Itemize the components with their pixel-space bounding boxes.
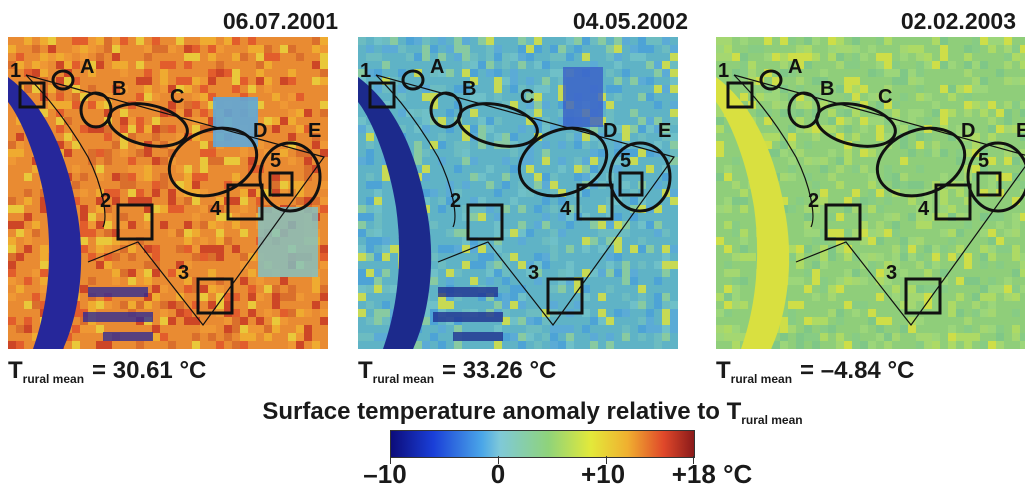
region-ellipse-E [608,141,672,213]
region-ellipse-label: B [820,78,834,100]
region-square-label: 3 [528,262,539,284]
region-ellipse-E [258,141,322,213]
region-square-3 [904,277,942,315]
region-ellipse-D [167,126,259,198]
panel-date: 06.07.2001 [222,8,338,34]
region-square-4 [934,183,972,221]
region-square-label: 4 [918,198,930,220]
region-ellipse-label: A [430,56,444,78]
region-square-label: 4 [210,198,222,220]
region-ellipse-label: C [520,86,534,108]
region-square-label: 2 [450,190,461,212]
colorbar-tick [693,456,694,464]
region-ellipse-label: C [878,86,892,108]
colorbar-tick-label: +18 °C [671,459,753,489]
region-square-label: 3 [178,262,189,284]
colorbar-tick-label: –10 [363,459,407,489]
region-square-label: 1 [718,60,729,82]
colorbar-tick-label: +10 [580,459,626,489]
region-ellipse-C [457,102,539,148]
region-square-label: 1 [10,60,21,82]
region-square-1 [368,81,396,109]
region-ellipse-A [759,69,783,91]
panel-date: 04.05.2002 [572,8,688,34]
region-square-label: 5 [620,150,631,172]
region-square-label: 2 [100,190,111,212]
region-ellipse-label: A [80,56,94,78]
region-ellipse-label: C [170,86,184,108]
region-ellipse-A [51,69,75,91]
region-square-label: 5 [270,150,281,172]
region-square-5 [268,171,294,197]
region-square-3 [546,277,584,315]
region-square-5 [976,171,1002,197]
region-square-4 [576,183,614,221]
colorbar-caption: Surface temperature anomaly relative to … [262,398,803,427]
region-ellipse-label: D [961,120,975,142]
region-ellipse-label: E [658,120,671,142]
region-ellipse-label: A [788,56,802,78]
rural-mean-temperature: Trural mean = –4.84 °C [716,357,915,386]
panel-date: 02.02.2003 [900,8,1016,34]
colorbar [390,430,695,458]
region-square-1 [726,81,754,109]
rural-mean-temperature: Trural mean = 30.61 °C [8,357,207,386]
region-ellipse-C [815,102,897,148]
region-square-5 [618,171,644,197]
region-square-2 [466,203,504,241]
region-ellipse-A [401,69,425,91]
region-square-2 [116,203,154,241]
region-ellipse-C [107,102,189,148]
colorbar-tick [390,456,391,464]
colorbar-tick [498,456,499,464]
region-ellipse-label: E [308,120,321,142]
region-square-label: 5 [978,150,989,172]
region-square-3 [196,277,234,315]
region-ellipse-D [875,126,967,198]
colorbar-tick [606,456,607,464]
region-square-1 [18,81,46,109]
region-ellipse-E [966,141,1025,213]
region-square-4 [226,183,264,221]
region-square-2 [824,203,862,241]
region-square-label: 2 [808,190,819,212]
region-ellipse-D [517,126,609,198]
region-square-label: 3 [886,262,897,284]
region-ellipse-label: D [603,120,617,142]
region-square-label: 1 [360,60,371,82]
region-square-label: 4 [560,198,572,220]
rural-mean-temperature: Trural mean = 33.26 °C [358,357,557,386]
region-ellipse-label: E [1016,120,1025,142]
region-ellipse-label: B [112,78,126,100]
region-ellipse-label: B [462,78,476,100]
region-ellipse-label: D [253,120,267,142]
colorbar-tick-label: 0 [490,459,506,489]
